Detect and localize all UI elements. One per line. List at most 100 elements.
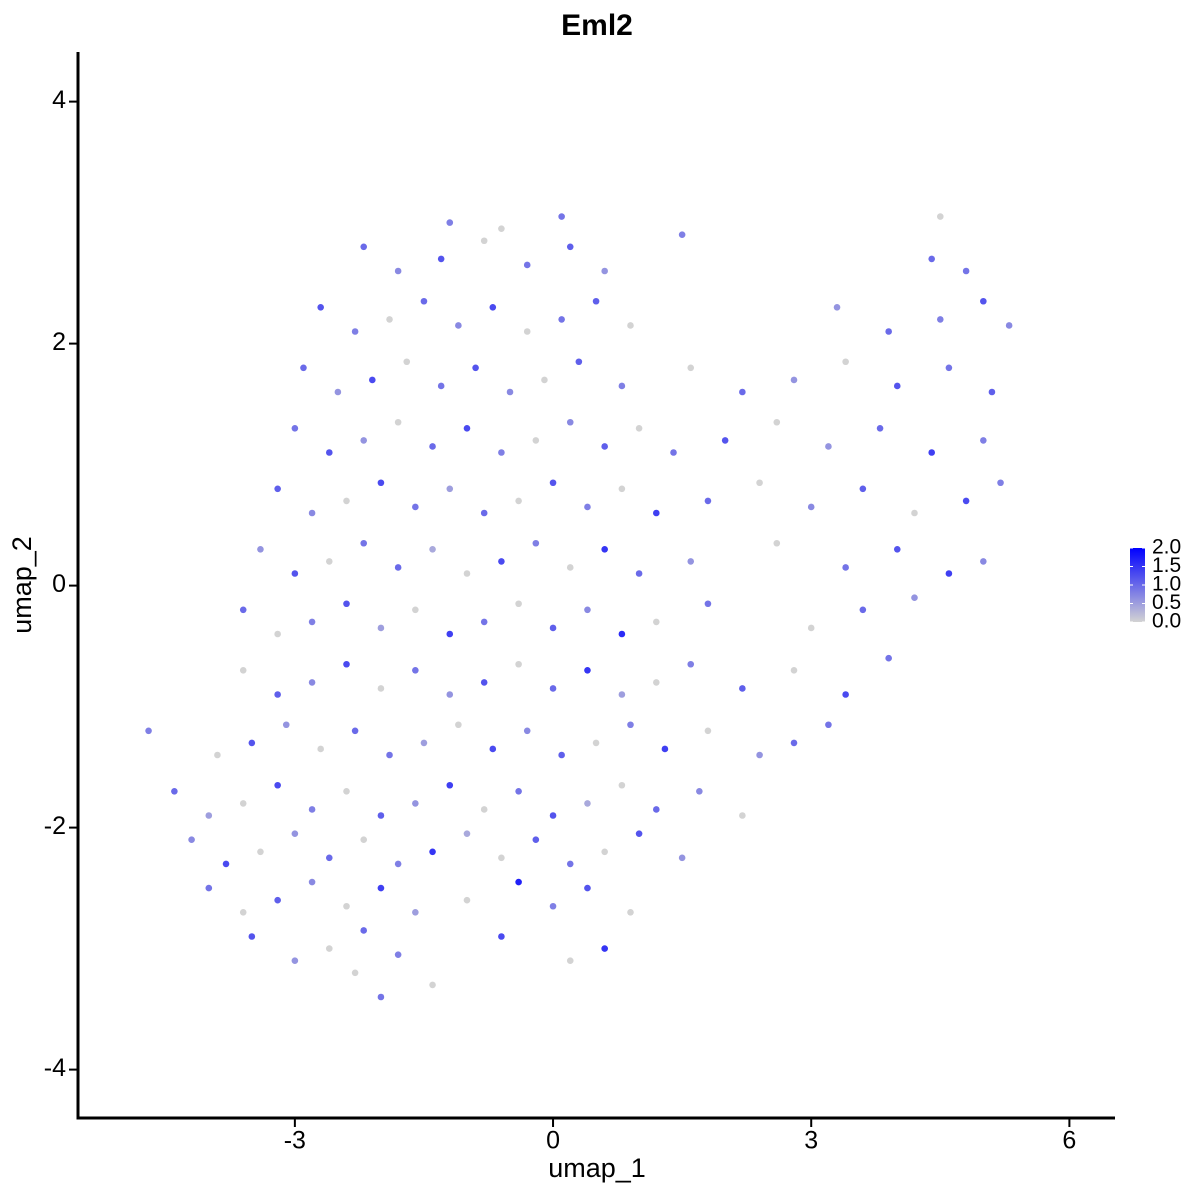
point (248, 933, 256, 940)
point (807, 503, 815, 511)
point (145, 727, 152, 735)
point (498, 558, 505, 565)
point (566, 243, 574, 251)
point (859, 485, 867, 493)
point (308, 878, 316, 886)
point (343, 788, 350, 795)
colorbar-tick-label: 2.0 (1152, 536, 1181, 559)
point (412, 667, 419, 674)
point (739, 685, 746, 692)
point (566, 860, 574, 868)
point (618, 630, 626, 638)
point (317, 304, 324, 311)
point (601, 546, 608, 553)
point (825, 721, 832, 729)
point (549, 812, 557, 819)
point (420, 297, 428, 305)
point (274, 896, 281, 904)
point (618, 485, 626, 493)
point (635, 425, 643, 432)
point (463, 425, 471, 432)
point (412, 606, 419, 614)
point (532, 437, 540, 444)
point (377, 812, 385, 819)
point (515, 878, 522, 886)
point (403, 358, 411, 366)
point (988, 388, 996, 396)
point (687, 660, 695, 668)
point (678, 854, 686, 862)
point (429, 981, 436, 989)
point (928, 255, 935, 263)
point (790, 739, 798, 747)
point (489, 745, 497, 753)
point (678, 231, 686, 239)
point (515, 497, 522, 505)
point (859, 606, 867, 614)
y-tick-label: 4 (52, 86, 66, 114)
point (893, 546, 901, 553)
point (704, 600, 712, 608)
point (257, 546, 264, 553)
point (308, 509, 316, 517)
point (515, 600, 522, 608)
y-tick-label: 0 (52, 570, 66, 598)
point (584, 800, 591, 807)
point (515, 660, 522, 668)
point (601, 267, 608, 275)
point (343, 902, 350, 910)
point (480, 237, 488, 245)
point (377, 993, 385, 1001)
point (558, 751, 565, 759)
x-tick-label: 0 (546, 1127, 560, 1155)
point (549, 624, 557, 632)
point (308, 679, 316, 686)
point (386, 316, 393, 323)
point (523, 261, 531, 269)
point (601, 945, 608, 952)
point (480, 509, 488, 517)
point (343, 497, 350, 505)
point (980, 558, 987, 565)
point (394, 951, 402, 958)
point (412, 503, 419, 511)
point (833, 304, 841, 311)
point (463, 896, 471, 904)
point (627, 721, 634, 729)
point (523, 328, 531, 335)
point (291, 570, 299, 577)
point (429, 443, 436, 450)
point (394, 564, 402, 571)
point (446, 219, 454, 226)
point (360, 539, 368, 547)
point (928, 449, 935, 456)
point (291, 957, 299, 965)
point (549, 479, 557, 487)
point (222, 860, 230, 868)
point (274, 781, 281, 789)
point (291, 425, 299, 432)
point (455, 322, 462, 329)
point (807, 624, 815, 632)
point (842, 358, 849, 366)
point (618, 781, 626, 789)
point (463, 570, 471, 577)
y-axis-label: umap_2 (7, 536, 37, 634)
point (566, 957, 574, 965)
x-tick-label: 3 (804, 1127, 818, 1155)
point (377, 479, 385, 487)
x-axis-label: umap_1 (548, 1153, 646, 1183)
point (532, 539, 540, 547)
point (937, 316, 944, 323)
point (739, 812, 746, 819)
point (351, 328, 359, 335)
point (558, 316, 565, 323)
point (584, 503, 591, 511)
point (575, 358, 583, 366)
point (997, 479, 1004, 487)
point (274, 691, 281, 698)
point (506, 388, 514, 396)
point (911, 594, 918, 602)
point (317, 745, 324, 753)
point (549, 902, 557, 910)
